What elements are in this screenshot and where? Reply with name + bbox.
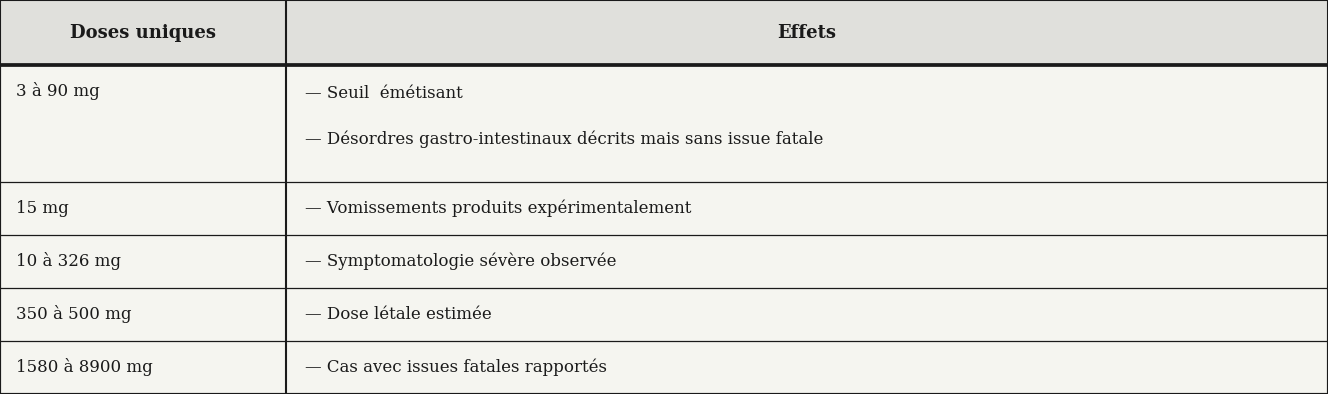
Text: 1580 à 8900 mg: 1580 à 8900 mg <box>16 359 153 377</box>
Text: — Seuil  émétisant: — Seuil émétisant <box>305 85 463 102</box>
Text: — Vomissements produits expérimentalement: — Vomissements produits expérimentalemen… <box>305 199 692 217</box>
Text: Effets: Effets <box>777 24 837 41</box>
Text: 15 mg: 15 mg <box>16 200 69 217</box>
Text: — Symptomatologie sévère observée: — Symptomatologie sévère observée <box>305 253 618 270</box>
Text: 10 à 326 mg: 10 à 326 mg <box>16 252 121 270</box>
Bar <box>286 0 1328 65</box>
Text: — Cas avec issues fatales rapportés: — Cas avec issues fatales rapportés <box>305 359 607 376</box>
Text: 350 à 500 mg: 350 à 500 mg <box>16 305 131 323</box>
Bar <box>0 0 286 65</box>
Text: Doses uniques: Doses uniques <box>70 24 215 41</box>
Text: — Désordres gastro-intestinaux décrits mais sans issue fatale: — Désordres gastro-intestinaux décrits m… <box>305 131 823 149</box>
Text: 3 à 90 mg: 3 à 90 mg <box>16 82 100 100</box>
Text: — Dose létale estimée: — Dose létale estimée <box>305 306 493 323</box>
